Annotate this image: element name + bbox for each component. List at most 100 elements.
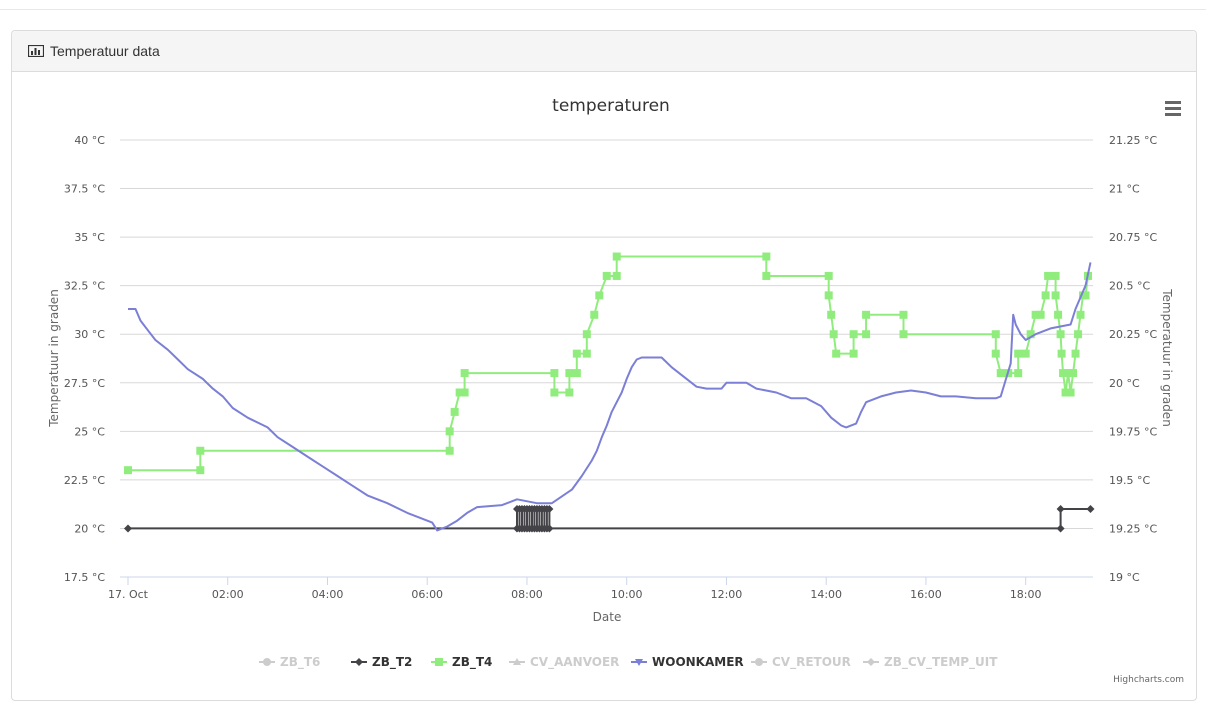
legend-marker <box>635 659 643 666</box>
y-right-tick-label: 19.5 °C <box>1109 474 1150 487</box>
series-line <box>128 262 1092 532</box>
x-tick-label: 10:00 <box>611 588 643 601</box>
legend-item-cv-retour[interactable]: CV_RETOUR <box>751 655 851 670</box>
data-point <box>565 369 574 378</box>
data-point <box>196 466 205 475</box>
chart-title: temperaturen <box>552 96 670 116</box>
panel-heading: Temperatuur data <box>12 31 1196 72</box>
x-tick-label: 18:00 <box>1010 588 1042 601</box>
legend-item-woonkamer[interactable]: WOONKAMER <box>631 655 744 669</box>
data-point <box>991 349 1000 358</box>
data-point <box>1051 271 1060 280</box>
data-point <box>1054 310 1063 319</box>
legend-item-zb-t2[interactable]: ZB_T2 <box>351 655 412 670</box>
data-point <box>196 446 205 455</box>
data-point <box>1069 369 1078 378</box>
x-axis-title: Date <box>593 610 622 624</box>
legend-label: ZB_T4 <box>452 655 492 670</box>
data-point <box>1044 271 1053 280</box>
legend-item-zb-t6[interactable]: ZB_T6 <box>259 655 320 670</box>
x-tick-label: 16:00 <box>910 588 942 601</box>
data-point <box>590 310 599 319</box>
y-right-tick-label: 20.25 °C <box>1109 328 1157 341</box>
series-zb-t4[interactable] <box>124 252 1093 475</box>
legend-item-cv-aanvoer[interactable]: CV_AANVOER <box>509 655 619 670</box>
y-left-tick-label: 25 °C <box>74 425 105 438</box>
data-point <box>572 349 581 358</box>
data-point <box>582 349 591 358</box>
y-left-tick-label: 27.5 °C <box>64 377 105 390</box>
y-left-tick-label: 22.5 °C <box>64 474 105 487</box>
data-point <box>824 271 833 280</box>
y-right-tick-label: 19 °C <box>1109 571 1140 584</box>
data-point <box>824 291 833 300</box>
data-point <box>545 505 554 514</box>
data-point <box>612 252 621 261</box>
data-point <box>1066 388 1075 397</box>
data-point <box>1074 330 1083 339</box>
data-point <box>832 349 841 358</box>
y-right-tick-label: 21.25 °C <box>1109 134 1157 147</box>
series-line <box>128 508 1091 530</box>
x-tick-label: 17. Oct <box>108 588 149 601</box>
chart-menu-button[interactable] <box>1160 97 1186 119</box>
data-point <box>1081 291 1090 300</box>
data-point <box>1051 291 1060 300</box>
data-point <box>1064 369 1073 378</box>
data-point <box>545 524 554 533</box>
legend-item-zb-cv-temp-uit[interactable]: ZB_CV_TEMP_UIT <box>863 655 998 670</box>
legend-marker <box>355 658 363 666</box>
data-point <box>1071 349 1080 358</box>
x-tick-label: 04:00 <box>312 588 344 601</box>
data-point <box>762 252 771 261</box>
data-point <box>827 310 836 319</box>
data-point <box>1059 369 1068 378</box>
data-point <box>602 271 611 280</box>
y-right-tick-label: 21 °C <box>1109 183 1140 196</box>
legend-label: CV_AANVOER <box>530 655 619 670</box>
x-tick-label: 08:00 <box>511 588 543 601</box>
data-point <box>899 310 908 319</box>
y-left-tick-label: 17.5 °C <box>64 571 105 584</box>
legend-item-zb-t4[interactable]: ZB_T4 <box>431 655 492 670</box>
data-point <box>1056 330 1065 339</box>
y-right-tick-label: 20.75 °C <box>1109 231 1157 244</box>
y-axis-left-title: Temperatuur in graden <box>47 289 61 428</box>
data-point <box>862 330 871 339</box>
y-left-tick-label: 37.5 °C <box>64 183 105 196</box>
hamburger-icon <box>1165 101 1181 116</box>
y-right-tick-label: 19.75 °C <box>1109 425 1157 438</box>
y-right-tick-label: 19.25 °C <box>1109 522 1157 535</box>
data-point <box>829 330 838 339</box>
data-point <box>445 446 454 455</box>
data-point <box>450 407 459 416</box>
y-left-tick-label: 30 °C <box>74 328 105 341</box>
data-point <box>1086 505 1095 514</box>
data-point <box>572 369 581 378</box>
highcharts-credit[interactable]: Highcharts.com <box>1113 675 1184 685</box>
x-tick-label: 14:00 <box>810 588 842 601</box>
data-point <box>849 349 858 358</box>
y-right-tick-label: 20.5 °C <box>1109 280 1150 293</box>
legend-label: CV_RETOUR <box>772 655 851 670</box>
data-point <box>550 369 559 378</box>
legend-label: WOONKAMER <box>652 655 744 669</box>
data-point <box>996 369 1005 378</box>
y-left-tick-label: 20 °C <box>74 522 105 535</box>
data-point <box>460 369 469 378</box>
data-point <box>1056 524 1065 533</box>
data-point <box>1031 310 1040 319</box>
data-point <box>862 310 871 319</box>
x-tick-label: 12:00 <box>711 588 743 601</box>
legend-marker <box>867 658 875 666</box>
panel-title: Temperatuur data <box>50 43 160 59</box>
top-divider <box>0 9 1206 10</box>
data-point <box>1014 369 1023 378</box>
bar-chart-icon <box>28 45 44 57</box>
series-woonkamer[interactable] <box>128 262 1092 532</box>
data-point <box>1041 291 1050 300</box>
series-zb-t2[interactable] <box>124 505 1095 533</box>
data-point <box>565 388 574 397</box>
data-point <box>899 330 908 339</box>
